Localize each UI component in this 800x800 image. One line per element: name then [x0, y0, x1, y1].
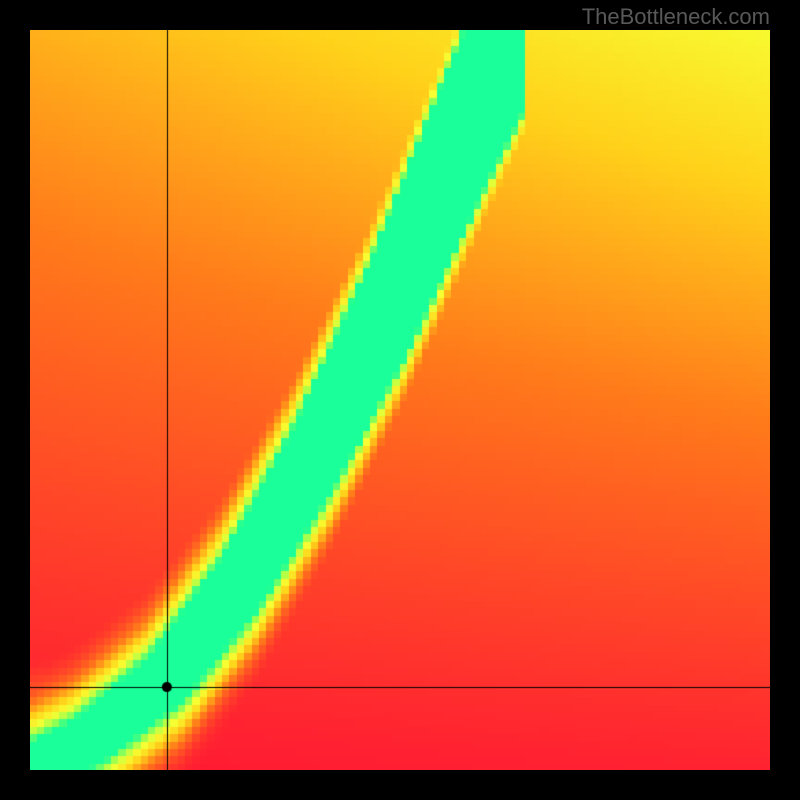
bottleneck-heatmap [30, 30, 770, 770]
watermark-text: TheBottleneck.com [582, 4, 770, 30]
chart-container: TheBottleneck.com [0, 0, 800, 800]
